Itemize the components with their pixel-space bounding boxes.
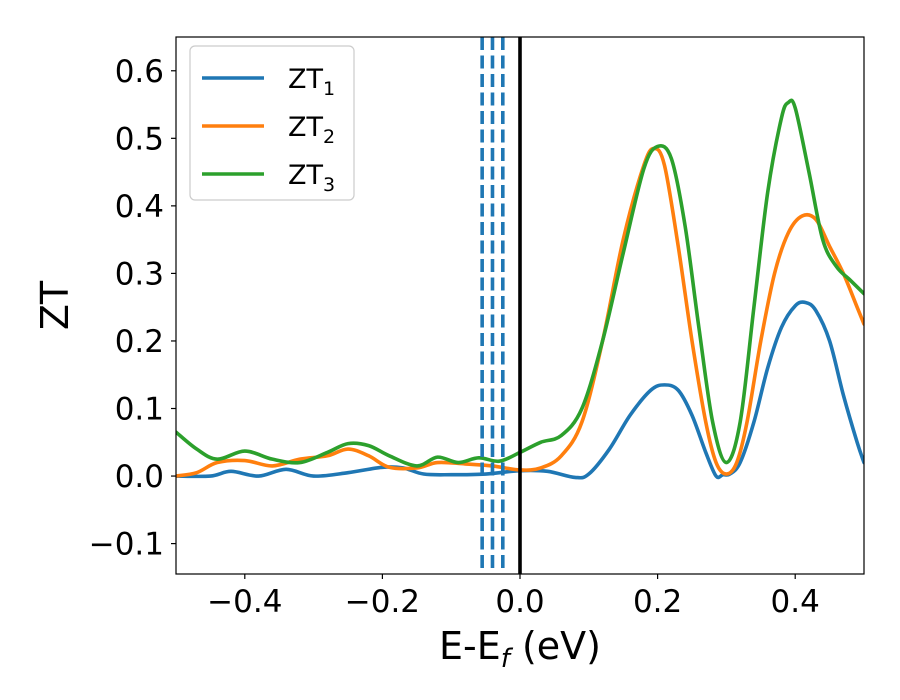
y-tick-label: 0.1	[115, 392, 164, 428]
x-tick-label: −0.4	[207, 584, 282, 620]
y-tick-label: 0.2	[115, 324, 164, 360]
legend-label-zt1: ZT1	[288, 64, 335, 100]
y-axis-label: ZT	[33, 280, 77, 330]
series-line-zt3	[176, 98, 864, 468]
series-lines	[176, 98, 864, 480]
y-tick-label: 0.5	[115, 121, 164, 157]
y-tick-label: 0.4	[115, 189, 164, 225]
x-tick-label: 0.4	[771, 584, 820, 620]
legend-label-zt3: ZT3	[288, 160, 335, 196]
x-axis-ticks: −0.4 −0.2 0.0 0.2 0.4	[207, 574, 820, 620]
legend-box	[189, 45, 355, 201]
y-tick-label: −0.1	[89, 527, 164, 563]
x-tick-label: 0.0	[495, 584, 544, 620]
legend-label-zt2: ZT2	[288, 112, 335, 148]
y-tick-label: 0.0	[115, 459, 164, 495]
legend: ZT1 ZT2 ZT3	[189, 45, 355, 201]
x-tick-label: −0.2	[345, 584, 420, 620]
series-line-zt2	[176, 146, 864, 478]
y-tick-label: 0.3	[115, 256, 164, 292]
series-line-zt1	[176, 300, 864, 480]
y-tick-label: 0.6	[115, 54, 164, 90]
reference-lines	[480, 37, 522, 574]
y-axis-ticks: −0.1 0.0 0.1 0.2 0.3 0.4 0.5 0.6	[89, 54, 176, 563]
x-tick-label: 0.2	[633, 584, 682, 620]
x-axis-label: E-Ef (eV)	[439, 624, 601, 674]
